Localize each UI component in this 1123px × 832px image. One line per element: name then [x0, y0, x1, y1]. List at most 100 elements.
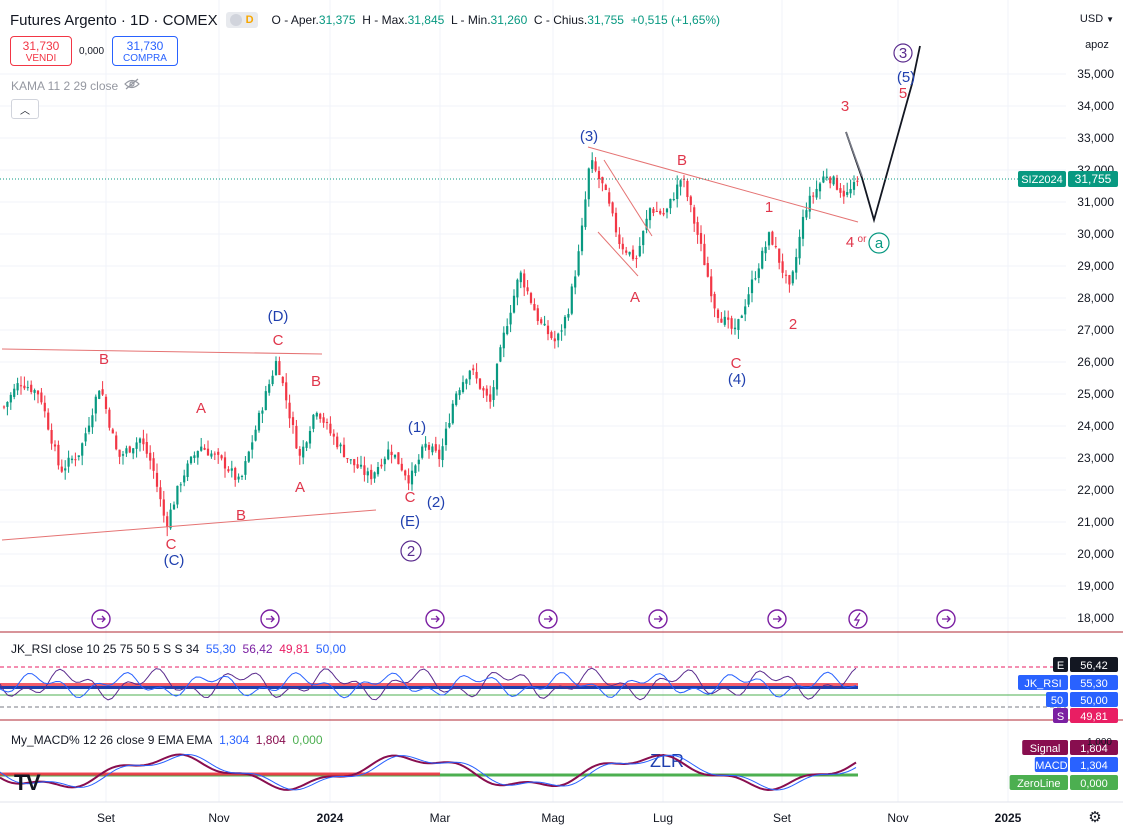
- candle-body: [815, 188, 818, 198]
- symbol-title[interactable]: Futures Argento · 1D · COMEX: [10, 11, 218, 29]
- candle-body: [591, 160, 594, 169]
- candle-body: [774, 246, 777, 248]
- time-axis[interactable]: Set Nov 2024 Mar Mag Lug Set Nov 2025: [97, 811, 1022, 825]
- candle-body: [611, 202, 614, 214]
- candle-body: [829, 177, 832, 184]
- chevron-up-icon: ︿: [20, 105, 30, 117]
- candle-body: [244, 461, 247, 475]
- candle-body: [200, 446, 203, 451]
- candle-body: [788, 275, 791, 285]
- candle-body: [625, 250, 628, 253]
- candle-body: [540, 319, 543, 324]
- settings-gear-icon[interactable]: ⚙: [1088, 809, 1102, 826]
- price-tick-label: 33,000: [1077, 131, 1114, 145]
- candle-body: [98, 390, 101, 399]
- low-value: 31,260: [490, 13, 528, 27]
- candle-body: [771, 231, 774, 245]
- candle-body: [431, 446, 434, 453]
- candle-body: [91, 415, 94, 428]
- candle-body: [247, 451, 250, 462]
- wave-d-paren: (D): [268, 308, 289, 325]
- candle-body: [849, 189, 852, 194]
- wave-a-left: A: [196, 400, 206, 417]
- candle-body: [839, 188, 842, 193]
- status-pill[interactable]: D: [225, 12, 258, 28]
- candle-body: [285, 382, 288, 401]
- candle-body: [672, 198, 675, 201]
- candle-body: [342, 444, 346, 458]
- event-markers[interactable]: [91, 609, 956, 629]
- candle-body: [652, 208, 655, 213]
- candle-body: [149, 452, 152, 461]
- wave-b-low: B: [236, 507, 246, 524]
- candle-body: [679, 180, 682, 187]
- candle-body: [506, 326, 509, 335]
- dividend-marker-icon[interactable]: [848, 609, 868, 629]
- eye-hidden-icon[interactable]: [124, 78, 141, 93]
- trendline-upper-right: [587, 146, 859, 223]
- price-tick-label: 20,000: [1077, 547, 1114, 561]
- candle-body: [713, 293, 716, 309]
- close-label: C - Chius.: [533, 13, 588, 27]
- candle-body: [706, 263, 709, 277]
- price-tag-value: 31,755: [1075, 172, 1112, 186]
- candle-body: [193, 455, 196, 458]
- wave-1-paren: (1): [408, 419, 426, 436]
- candle-body: [516, 279, 519, 298]
- macd-legend[interactable]: My_MACD% 12 26 close 9 EMA EMA 1,304 1,8…: [11, 733, 323, 747]
- candle-body: [512, 295, 516, 313]
- low-label: L - Min.: [450, 13, 491, 27]
- macd-value-1: 1,304: [219, 733, 250, 747]
- candle-body: [801, 216, 805, 239]
- candle-body: [336, 436, 339, 448]
- candle-body: [298, 449, 301, 456]
- candle-body: [77, 455, 80, 458]
- tradingview-logo[interactable]: T V: [14, 770, 41, 795]
- wave-c-e: C: [405, 489, 416, 506]
- sell-label: VENDI: [25, 53, 57, 64]
- wave-or-text: or: [858, 234, 868, 245]
- candle-body: [451, 403, 454, 424]
- wave-a-mid: A: [295, 479, 305, 496]
- high-label: H - Max.: [362, 13, 408, 27]
- candle-body: [580, 225, 584, 252]
- macd-tag-key: Signal: [1030, 743, 1061, 755]
- collapse-legend-button[interactable]: ︿: [11, 99, 39, 119]
- rsi-legend[interactable]: JK_RSI close 10 25 75 50 5 S S 34 55,30 …: [11, 642, 346, 656]
- ohlc-values: O - Aper.31,375 H - Max.31,845 L - Min.3…: [272, 13, 721, 27]
- candle-body: [349, 459, 352, 461]
- chart-header: Futures Argento · 1D · COMEX D O - Aper.…: [10, 10, 720, 30]
- sell-price: 31,730: [22, 39, 60, 53]
- candle-body: [6, 401, 9, 407]
- kama-legend[interactable]: KAMA 11 2 29 close: [11, 78, 141, 93]
- candle-body: [176, 485, 179, 505]
- buy-button[interactable]: 31,730 COMPRA: [112, 36, 178, 66]
- sell-button[interactable]: 31,730 VENDI: [10, 36, 72, 66]
- candle-body: [750, 279, 754, 294]
- candle-body: [805, 210, 808, 218]
- candle-body: [795, 257, 798, 273]
- candle-body: [597, 170, 601, 180]
- candle-body: [50, 429, 53, 444]
- candle-body: [761, 250, 764, 269]
- candle-body: [662, 212, 665, 215]
- wave-c-low: C: [166, 536, 177, 553]
- candle-body: [312, 414, 315, 429]
- elliott-wave-labels: (D) C B A B A B C (C) C (E) (1) (2) 2 (3…: [99, 43, 915, 771]
- candle-body: [665, 208, 669, 213]
- scale-select[interactable]: apoz: [1078, 36, 1116, 54]
- candle-body: [2, 406, 6, 408]
- price-tick-label: 26,000: [1077, 355, 1114, 369]
- price-axis[interactable]: 35,00034,00033,00032,00031,00030,00029,0…: [1077, 67, 1114, 625]
- change-value: +0,515 (+1,65%): [630, 13, 721, 27]
- candle-body: [509, 312, 512, 325]
- svg-text:V: V: [26, 770, 41, 795]
- candle-body: [448, 423, 451, 428]
- price-tick-label: 23,000: [1077, 451, 1114, 465]
- candle-body: [533, 303, 536, 311]
- candle-body: [407, 475, 410, 484]
- currency-select[interactable]: USD ▼: [1078, 10, 1116, 28]
- candle-body: [550, 332, 553, 339]
- price-tick-label: 24,000: [1077, 419, 1114, 433]
